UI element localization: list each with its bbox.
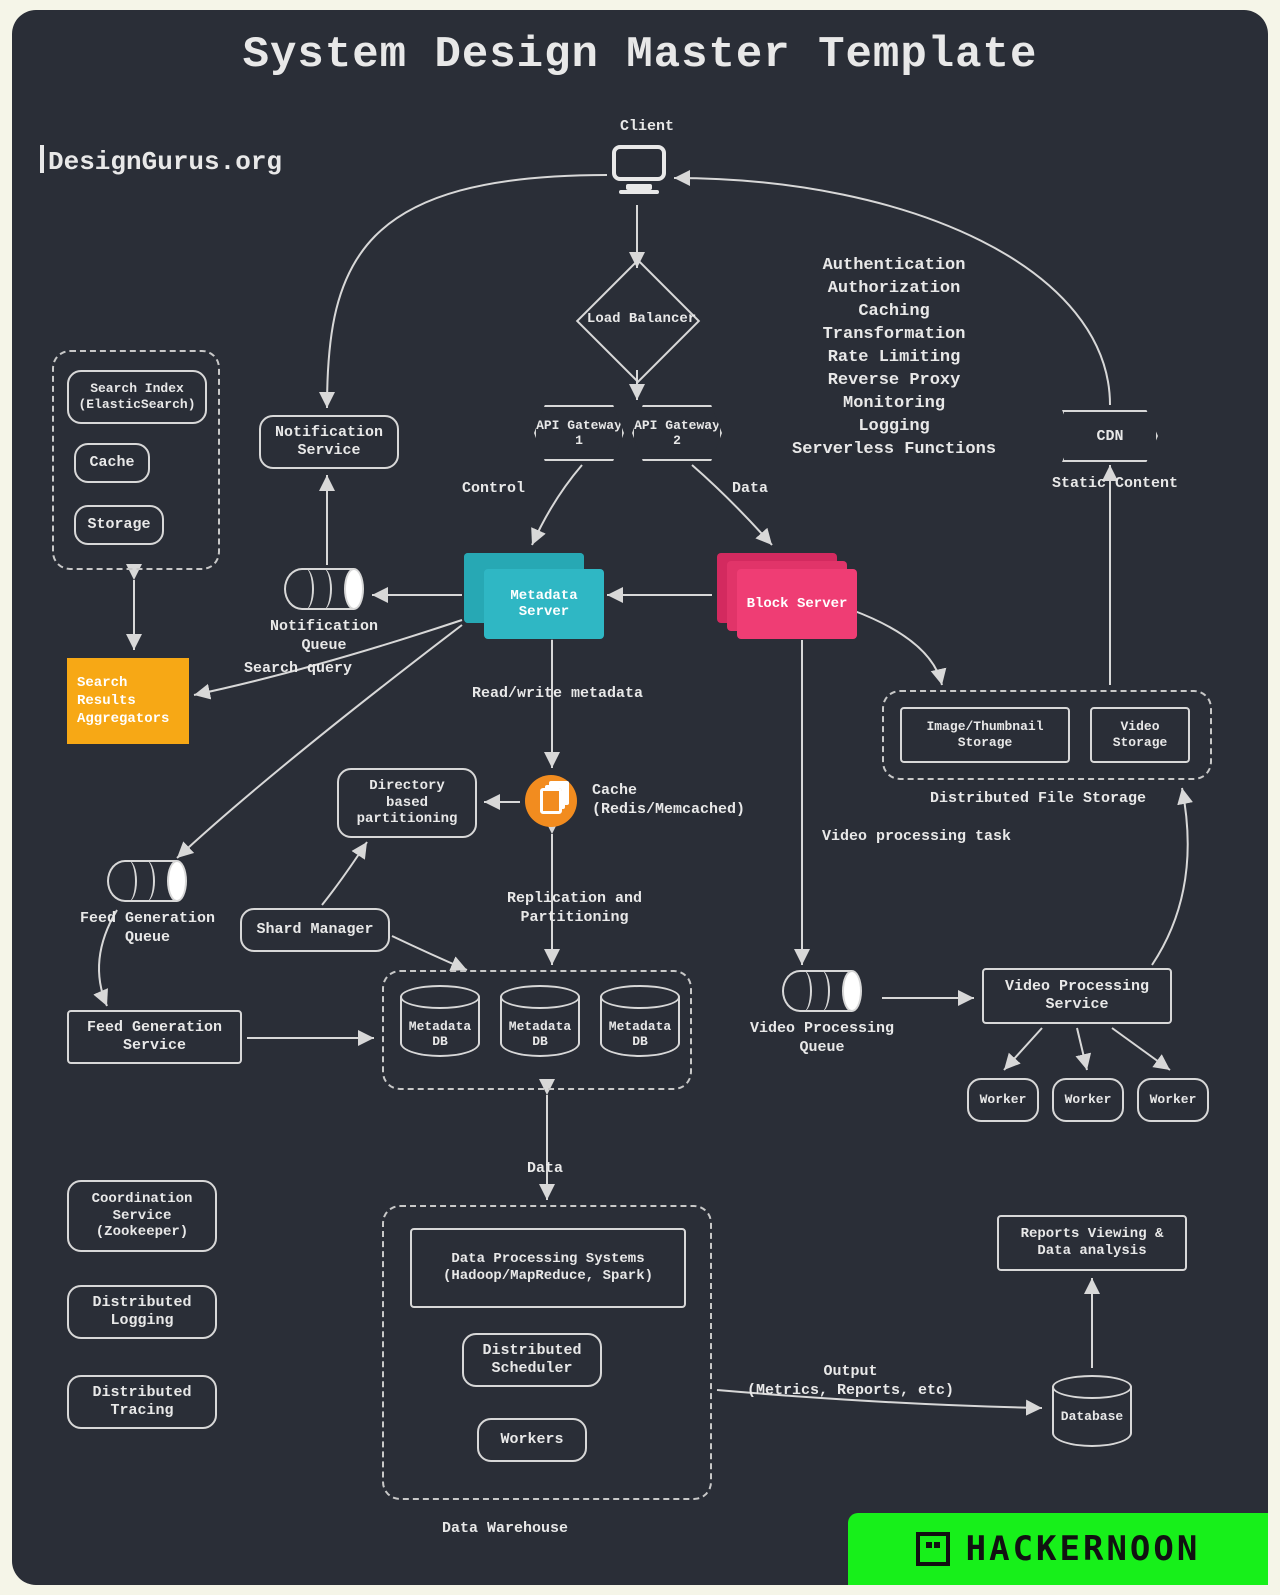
static-content-label: Static Content — [1052, 475, 1178, 494]
image-storage-label: Image/Thumbnail Storage — [910, 719, 1060, 750]
dp-workers: Workers — [477, 1418, 587, 1462]
cache-label: Cache (Redis/Memcached) — [592, 782, 745, 820]
dfs-label: Distributed File Storage — [930, 790, 1146, 809]
cdn-label: CDN — [1096, 428, 1123, 445]
video-task-label: Video processing task — [822, 828, 1011, 847]
reports-viewing: Reports Viewing & Data analysis — [997, 1215, 1187, 1271]
load-balancer-node: Load Balancer — [576, 259, 700, 383]
video-processing-service: Video Processing Service — [982, 968, 1172, 1024]
feed-generation-service: Feed Generation Service — [67, 1010, 242, 1064]
api-gateway-2: API Gateway 2 — [632, 405, 722, 461]
hackernoon-text: HACKERNOON — [966, 1529, 1201, 1569]
video-queue-icon — [772, 970, 862, 1012]
brand-label: DesignGurus.org — [40, 145, 282, 177]
search-storage-node: Storage — [74, 505, 164, 545]
data-processing-systems-label: Data Processing Systems (Hadoop/MapReduc… — [420, 1251, 676, 1285]
replication-label: Replication and Partitioning — [507, 890, 642, 928]
notification-service-label: Notification Service — [269, 424, 389, 460]
search-query-label: Search query — [244, 660, 352, 679]
cache-icon — [525, 775, 577, 827]
worker1-label: Worker — [980, 1092, 1027, 1108]
notification-service: Notification Service — [259, 415, 399, 469]
page-title: System Design Master Template — [12, 30, 1268, 80]
hackernoon-badge: HACKERNOON — [848, 1513, 1268, 1585]
video-processing-service-label: Video Processing Service — [992, 978, 1162, 1014]
search-index-label: Search Index (ElasticSearch) — [77, 381, 197, 412]
metadata-server-label: Metadata Server — [484, 588, 604, 620]
reports-viewing-label: Reports Viewing & Data analysis — [1007, 1226, 1177, 1260]
data-warehouse-label: Data Warehouse — [442, 1520, 568, 1539]
distributed-tracing-label: Distributed Tracing — [77, 1384, 207, 1420]
metadata-db1-label: Metadata DB — [400, 1019, 480, 1049]
distributed-logging: Distributed Logging — [67, 1285, 217, 1339]
distributed-logging-label: Distributed Logging — [77, 1294, 207, 1330]
shard-manager: Shard Manager — [240, 908, 390, 952]
load-balancer-label: Load Balancer — [587, 311, 697, 327]
dp-workers-label: Workers — [500, 1431, 563, 1449]
search-cache-label: Cache — [89, 454, 134, 472]
output-label: Output (Metrics, Reports, etc) — [747, 1363, 954, 1401]
feed-queue-label: Feed Generation Queue — [80, 910, 215, 948]
metadata-db-3: Metadata DB — [600, 985, 680, 1065]
worker-3: Worker — [1137, 1078, 1209, 1122]
api-gw1-label: API Gateway 1 — [536, 418, 622, 448]
data-processing-systems: Data Processing Systems (Hadoop/MapReduc… — [410, 1228, 686, 1308]
client-icon — [610, 145, 668, 195]
coordination-service-label: Coordination Service (Zookeeper) — [77, 1191, 207, 1241]
distributed-scheduler-label: Distributed Scheduler — [472, 1342, 592, 1378]
search-cache-node: Cache — [74, 443, 150, 483]
directory-partitioning-label: Directory based partitioning — [347, 778, 467, 828]
directory-partitioning: Directory based partitioning — [337, 768, 477, 838]
api-gateway-1: API Gateway 1 — [534, 405, 624, 461]
rw-metadata-label: Read/write metadata — [472, 685, 643, 704]
reports-database: Database — [1052, 1375, 1132, 1455]
data-arrow-label: Data — [527, 1160, 563, 1179]
hackernoon-icon — [916, 1532, 950, 1566]
distributed-tracing: Distributed Tracing — [67, 1375, 217, 1429]
coordination-service: Coordination Service (Zookeeper) — [67, 1180, 217, 1252]
search-aggregators-label: Search Results Aggregators — [77, 674, 179, 729]
video-queue-label: Video Processing Queue — [750, 1020, 894, 1058]
block-server-label: Block Server — [747, 596, 848, 612]
metadata-db2-label: Metadata DB — [500, 1019, 580, 1049]
video-storage: Video Storage — [1090, 707, 1190, 763]
cdn-node: CDN — [1062, 410, 1158, 462]
data-label: Data — [732, 480, 768, 499]
feed-queue-icon — [97, 860, 187, 902]
brand-text: DesignGurus.org — [48, 147, 282, 177]
shard-manager-label: Shard Manager — [256, 921, 373, 939]
image-thumbnail-storage: Image/Thumbnail Storage — [900, 707, 1070, 763]
metadata-db3-label: Metadata DB — [600, 1019, 680, 1049]
gateway-features: Authentication Authorization Caching Tra… — [792, 255, 996, 461]
worker-2: Worker — [1052, 1078, 1124, 1122]
client-label: Client — [620, 118, 674, 137]
video-storage-label: Video Storage — [1100, 719, 1180, 750]
worker3-label: Worker — [1150, 1092, 1197, 1108]
diagram-canvas: System Design Master Template DesignGuru… — [12, 10, 1268, 1585]
worker-1: Worker — [967, 1078, 1039, 1122]
reports-database-label: Database — [1052, 1409, 1132, 1424]
distributed-scheduler: Distributed Scheduler — [462, 1333, 602, 1387]
api-gw2-label: API Gateway 2 — [634, 418, 720, 448]
metadata-db-1: Metadata DB — [400, 985, 480, 1065]
search-aggregators: Search Results Aggregators — [67, 658, 189, 744]
control-label: Control — [462, 480, 525, 499]
notification-queue-icon — [274, 568, 364, 610]
worker2-label: Worker — [1065, 1092, 1112, 1108]
feed-generation-service-label: Feed Generation Service — [77, 1019, 232, 1055]
metadata-db-2: Metadata DB — [500, 985, 580, 1065]
search-storage-label: Storage — [87, 516, 150, 534]
notification-queue-label: Notification Queue — [270, 618, 378, 656]
search-index-node: Search Index (ElasticSearch) — [67, 370, 207, 424]
